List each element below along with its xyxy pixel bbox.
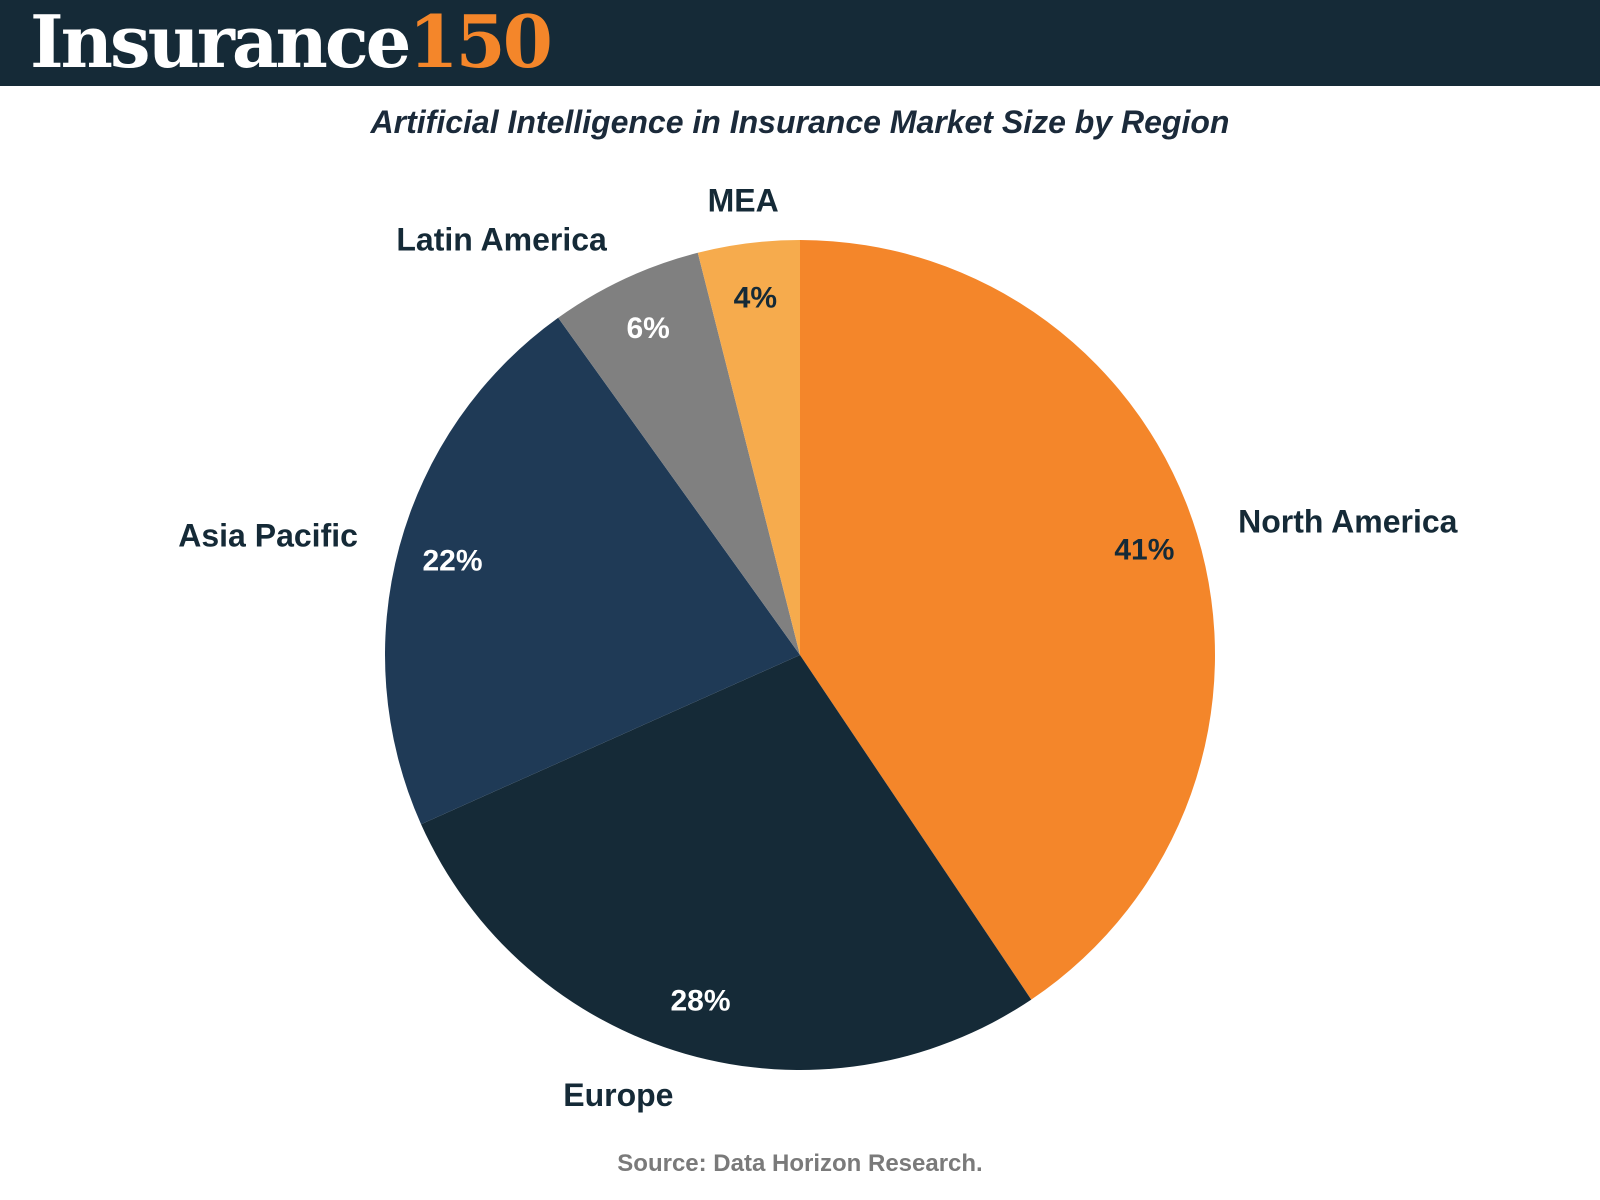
slice-value-label: 28% <box>671 984 731 1017</box>
pie-slice-latin-america <box>558 252 800 655</box>
pie-slice-asia-pacific <box>385 317 800 825</box>
slice-category-label: Asia Pacific <box>178 517 358 553</box>
brand-header: Insurance150 <box>0 0 1600 86</box>
logo-word: Insurance <box>30 0 411 84</box>
slice-value-label: 4% <box>734 281 777 314</box>
pie-slice-north-america <box>800 240 1216 1000</box>
pie-labels: 41% North America 28% Europe 22% Asia Pacific… <box>178 183 1457 1114</box>
slice-value-label: 6% <box>626 312 669 345</box>
chart-title: Artificial Intelligence in Insurance Mar… <box>370 104 1230 140</box>
slice-value-label: 22% <box>422 544 482 577</box>
slice-category-label: Latin America <box>396 222 607 258</box>
source-note: Source: Data Horizon Research. <box>617 1150 983 1177</box>
brand-logo: Insurance150 <box>30 0 553 88</box>
slice-category-label: MEA <box>708 183 779 219</box>
slice-category-label: North America <box>1238 504 1458 540</box>
pie-slice-mea <box>697 240 800 655</box>
logo-number: 150 <box>408 0 553 84</box>
pie-slices <box>385 240 1216 1070</box>
slice-value-label: 41% <box>1114 534 1174 567</box>
pie-slice-europe <box>421 655 1032 1070</box>
slice-category-label: Europe <box>563 1077 673 1113</box>
